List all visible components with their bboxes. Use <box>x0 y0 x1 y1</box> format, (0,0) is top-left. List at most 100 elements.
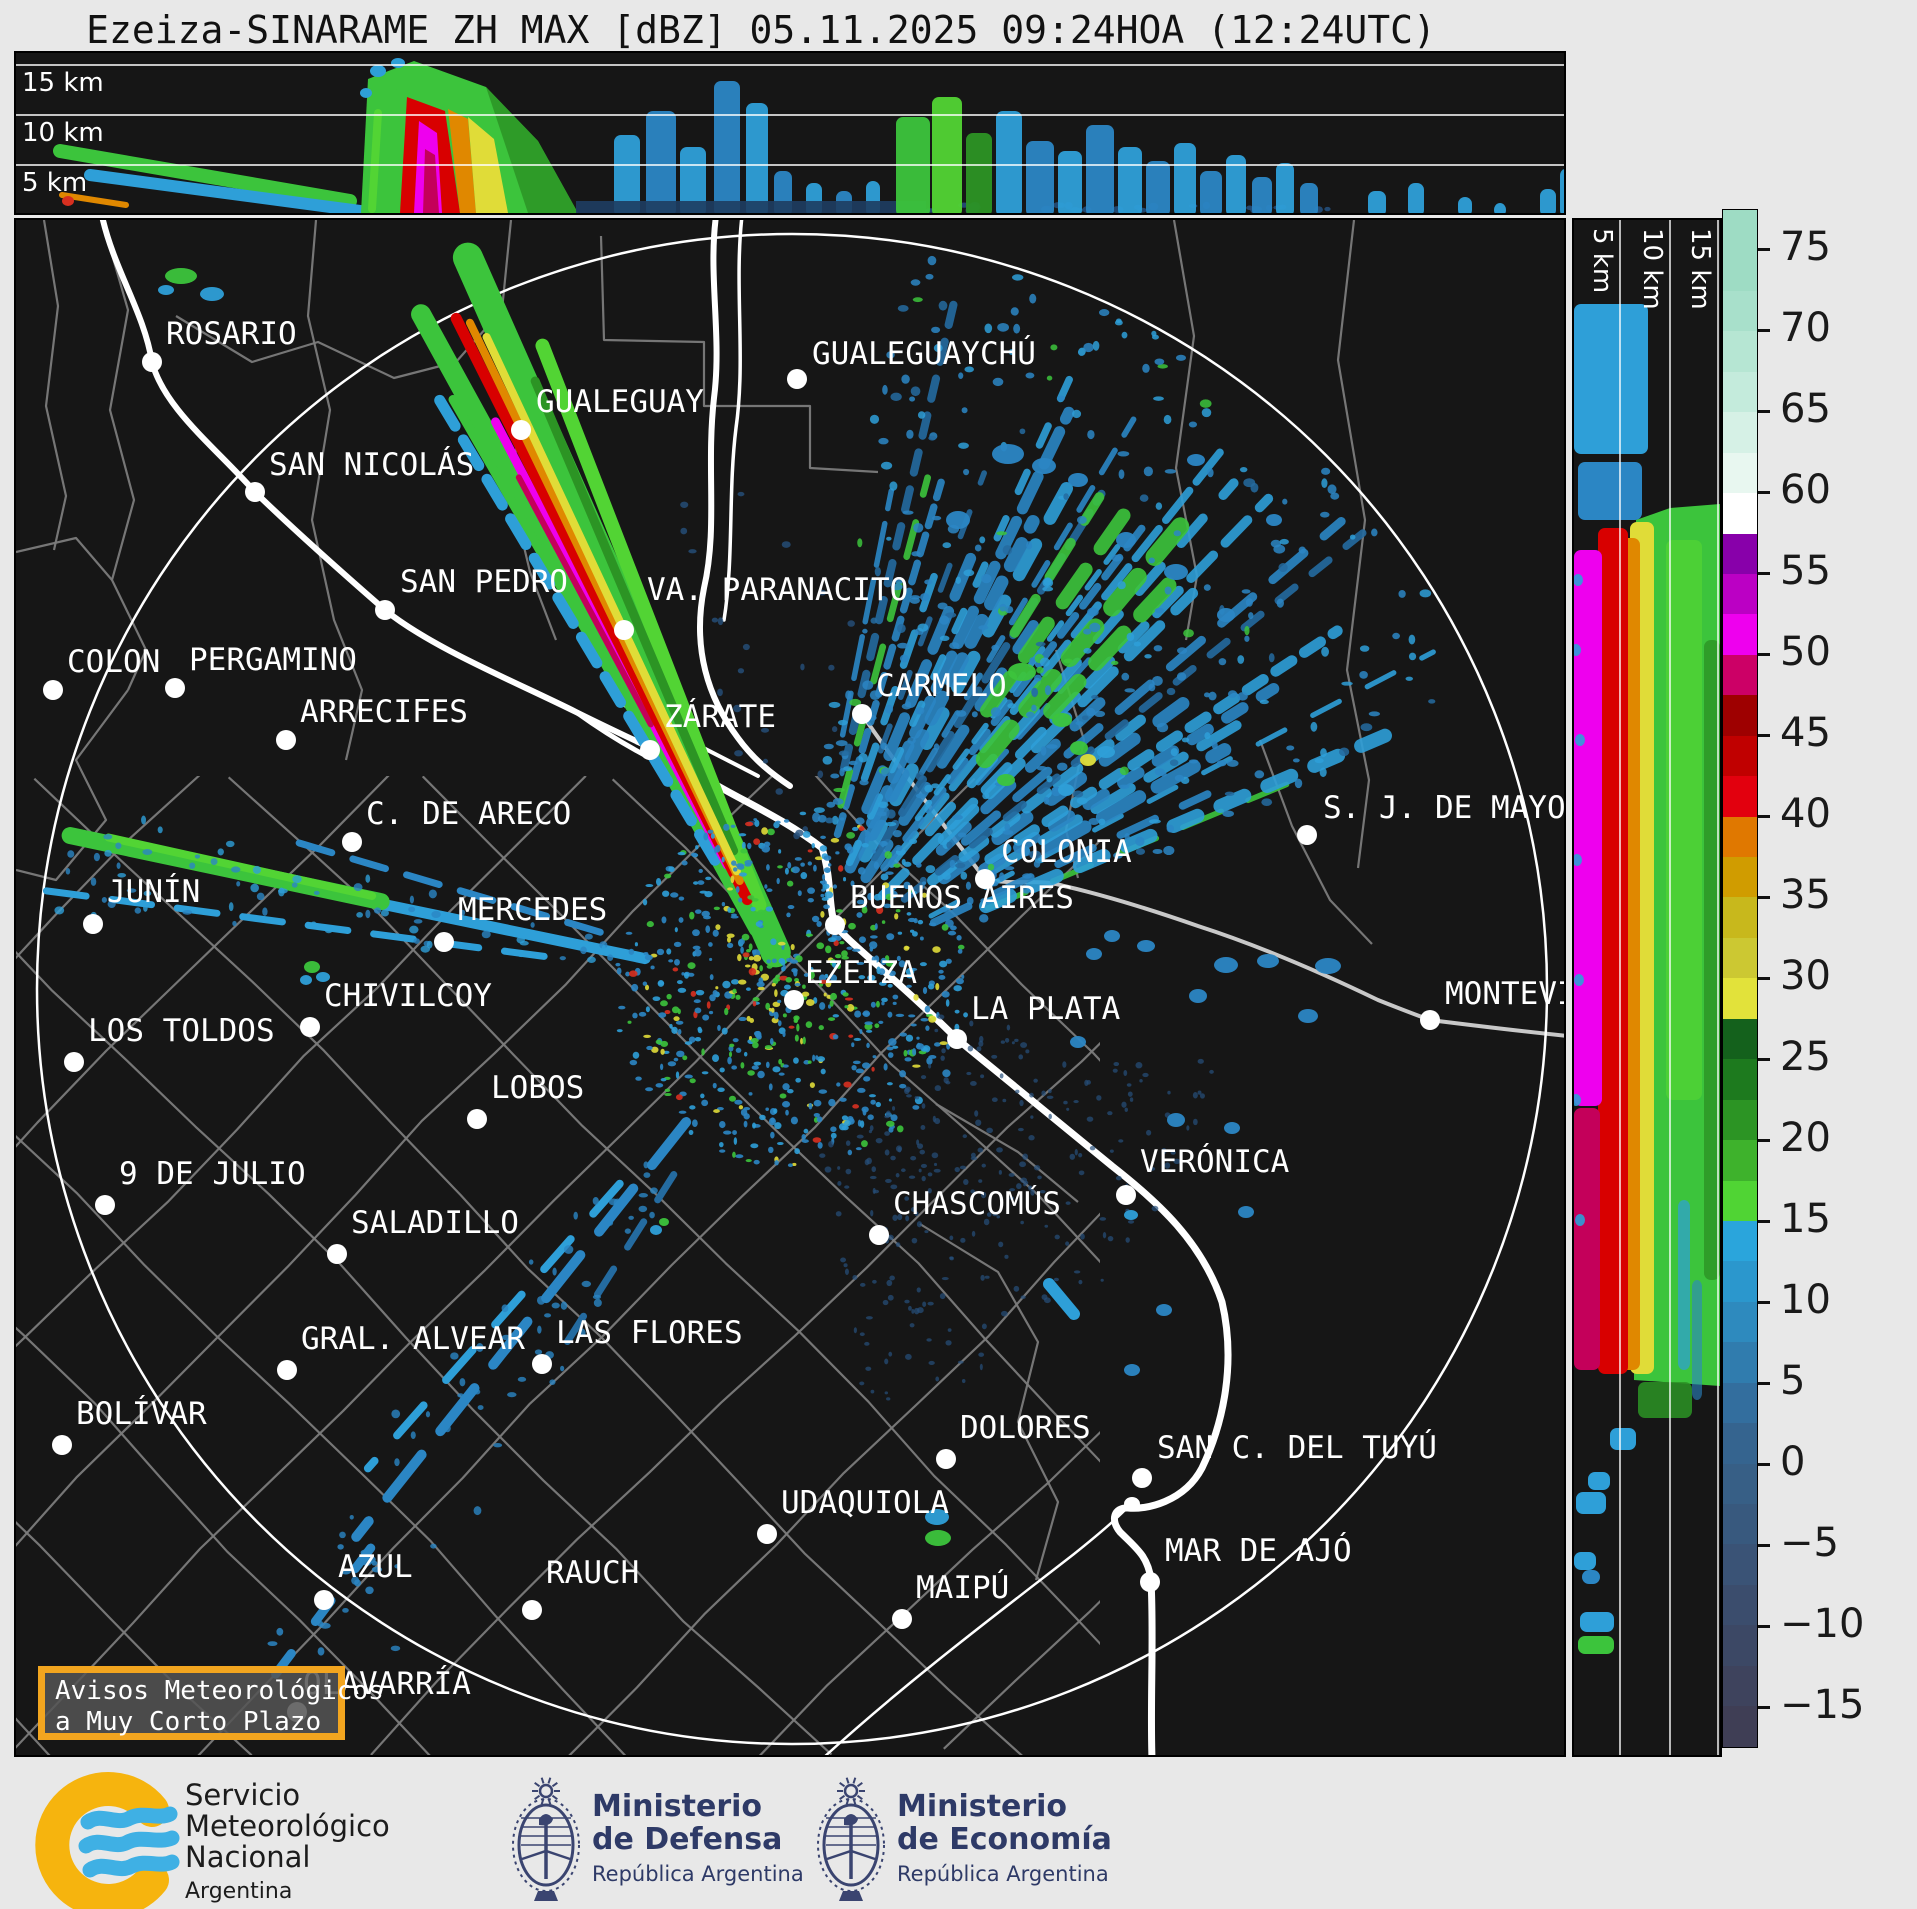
colorbar-segment-31 <box>1723 1463 1757 1504</box>
city-label-mercedes: MERCEDES <box>458 892 607 928</box>
colorbar-tickmark-30 <box>1758 977 1770 980</box>
city-montevideo: MONTEVIDEO <box>1420 976 1564 1030</box>
colorbar-tickmark-40 <box>1758 815 1770 818</box>
colorbar-segment-2 <box>1723 290 1757 332</box>
colorbar-segment-26 <box>1723 1261 1757 1302</box>
city-label-ezeiza: EZEIZA <box>805 955 917 991</box>
colorbar-ticklabel--5: −5 <box>1780 1519 1839 1566</box>
city-dot-mercedes <box>434 932 454 952</box>
city-dot-9-de-julio <box>95 1195 115 1215</box>
city-mar-de-aj-: MAR DE AJÓ <box>1140 1532 1352 1592</box>
economia-logo-text: Ministerio de Economía República Argenti… <box>897 1790 1112 1891</box>
city-carmelo: CARMELO <box>852 668 1007 724</box>
city-dot-s-j-de-mayo <box>1297 825 1317 845</box>
city-dot-los-toldos <box>64 1052 84 1072</box>
colorbar-tickmark-0 <box>1758 1463 1770 1466</box>
right-strip-altitude-10km: 10 km <box>1637 228 1667 310</box>
defensa-line2: de Defensa <box>592 1822 783 1857</box>
city-dot-c-de-areco <box>342 832 362 852</box>
smn-logo-icon <box>35 1772 180 1909</box>
rivers-and-coastlines <box>99 220 1564 1755</box>
colorbar-tickmark-55 <box>1758 572 1770 575</box>
radar-map: ROSARIO SAN NICOLÁS GUALEGUAY GUALEGUAYCHÚ S… <box>16 220 1564 1755</box>
city-dot-la-plata <box>947 1029 967 1049</box>
colorbar-segment-11 <box>1723 654 1757 696</box>
city-mercedes: MERCEDES <box>434 892 607 952</box>
city-label-rauch: RAUCH <box>546 1555 639 1591</box>
city-rosario: ROSARIO <box>142 316 297 372</box>
colorbar-segment-25 <box>1723 1220 1757 1262</box>
city-gualeguaych-: GUALEGUAYCHÚ <box>787 335 1036 389</box>
city-udaquiola: UDAQUIOLA <box>757 1485 949 1544</box>
smn-country: Argentina <box>185 1879 293 1904</box>
city-dot-san-nicol-s <box>245 482 265 502</box>
colorbar-tickmark--10 <box>1758 1625 1770 1628</box>
city-dot-colon <box>43 680 63 700</box>
city-dot-azul <box>314 1590 334 1610</box>
footer-graphics <box>35 1772 885 1909</box>
colorbar-ticklabel-70: 70 <box>1780 304 1831 351</box>
colorbar-tickmark-60 <box>1758 491 1770 494</box>
city-label-mar-de-aj-: MAR DE AJÓ <box>1165 1532 1352 1569</box>
city-colonia: COLONIA <box>975 834 1132 889</box>
city-saladillo: SALADILLO <box>327 1205 519 1264</box>
colorbar-segment-5 <box>1723 412 1757 453</box>
city-label-lobos: LOBOS <box>491 1070 584 1106</box>
colorbar-tickmark-45 <box>1758 734 1770 737</box>
colorbar-ticklabel-30: 30 <box>1780 952 1831 999</box>
city-label-montevideo: MONTEVIDEO <box>1445 976 1564 1012</box>
city-dolores: DOLORES <box>936 1410 1091 1469</box>
colorbar-segment-19 <box>1723 978 1757 1019</box>
city-dot-rauch <box>522 1600 542 1620</box>
colorbar-segment-29 <box>1723 1382 1757 1424</box>
colorbar-segment-34 <box>1723 1584 1757 1626</box>
colorbar-segment-36 <box>1723 1665 1757 1707</box>
city-dot-san-c-del-tuy- <box>1132 1468 1152 1488</box>
colorbar-tickmark-15 <box>1758 1220 1770 1223</box>
city-label-jun-n: JUNÍN <box>107 874 200 910</box>
city-markers: ROSARIO SAN NICOLÁS GUALEGUAY GUALEGUAYCHÚ S… <box>43 316 1564 1722</box>
city-label-carmelo: CARMELO <box>876 668 1007 704</box>
city-bol-var: BOLÍVAR <box>52 1396 207 1455</box>
city-label-gualeguay: GUALEGUAY <box>536 384 704 420</box>
city-label-colonia: COLONIA <box>1001 834 1132 870</box>
city-la-plata: LA PLATA <box>947 991 1121 1049</box>
colorbar-tickmark-70 <box>1758 329 1770 332</box>
top-cross-section: 15 km 10 km 5 km <box>16 58 1564 213</box>
colorbar-segment-3 <box>1723 331 1757 372</box>
colorbar-segment-4 <box>1723 371 1757 413</box>
city-san-c-del-tuy-: SAN C. DEL TUYÚ <box>1132 1429 1437 1488</box>
smn-line1: Servicio <box>185 1778 301 1812</box>
city-label-arrecifes: ARRECIFES <box>300 694 468 730</box>
city-label-colon: COLON <box>67 644 160 680</box>
right-strip-altitude-15km: 15 km <box>1685 228 1715 310</box>
city-dot-chascom-s <box>869 1225 889 1245</box>
city-dot-chivilcoy <box>300 1017 320 1037</box>
city-san-pedro: SAN PEDRO <box>375 564 568 620</box>
colorbar-segment-10 <box>1723 614 1757 655</box>
colorbar-segment-30 <box>1723 1423 1757 1464</box>
page-title: Ezeiza-SINARAME ZH MAX [dBZ] 05.11.2025 … <box>86 8 1436 52</box>
city-9-de-julio: 9 DE JULIO <box>95 1156 306 1215</box>
city-label-gral-alvear: GRAL. ALVEAR <box>301 1321 525 1357</box>
city-dot-saladillo <box>327 1244 347 1264</box>
colorbar-segment-15 <box>1723 816 1757 857</box>
colorbar-segment-35 <box>1723 1625 1757 1666</box>
city-buenos-aires: BUENOS AIRES <box>825 880 1074 935</box>
colorbar-ticklabel-0: 0 <box>1780 1438 1806 1485</box>
city-label-9-de-julio: 9 DE JULIO <box>119 1156 306 1192</box>
city-dot-maip- <box>892 1609 912 1629</box>
city-label-san-nicol-s: SAN NICOLÁS <box>269 447 474 483</box>
city-dot-gualeguay <box>511 420 531 440</box>
colorbar-ticklabel-50: 50 <box>1780 628 1831 675</box>
city-label-chivilcoy: CHIVILCOY <box>324 978 492 1014</box>
colorbar-segment-17 <box>1723 897 1757 938</box>
range-ring <box>35 232 1549 1746</box>
city-dot-gral-alvear <box>277 1360 297 1380</box>
warning-line2: a Muy Corto Plazo <box>55 1707 322 1737</box>
city-dot-arrecifes <box>276 730 296 750</box>
city-dot-udaquiola <box>757 1524 777 1544</box>
city-gral-alvear: GRAL. ALVEAR <box>277 1321 525 1380</box>
city-label-san-c-del-tuy-: SAN C. DEL TUYÚ <box>1157 1429 1437 1466</box>
colorbar-ticklabel-35: 35 <box>1780 871 1831 918</box>
